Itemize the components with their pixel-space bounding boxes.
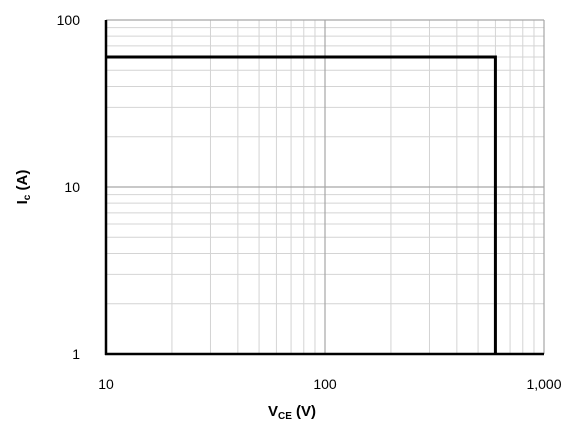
y-tick-label: 100	[57, 12, 81, 28]
y-tick-label: 1	[72, 346, 80, 362]
y-axis-title: Ic (A)	[14, 170, 33, 205]
series-layer	[106, 55, 497, 354]
x-axis-title: VCE (V)	[268, 403, 316, 422]
x-tick-label: 100	[313, 376, 337, 392]
series-line-0	[106, 55, 497, 354]
x-tick-label: 1,000	[526, 376, 561, 392]
x-tick-labels: 10 100 1,000	[98, 376, 562, 392]
axes-layer	[104, 20, 544, 356]
x-tick-label: 10	[98, 376, 114, 392]
y-tick-labels: 1 10 100	[57, 12, 81, 362]
y-tick-label: 10	[64, 179, 80, 195]
